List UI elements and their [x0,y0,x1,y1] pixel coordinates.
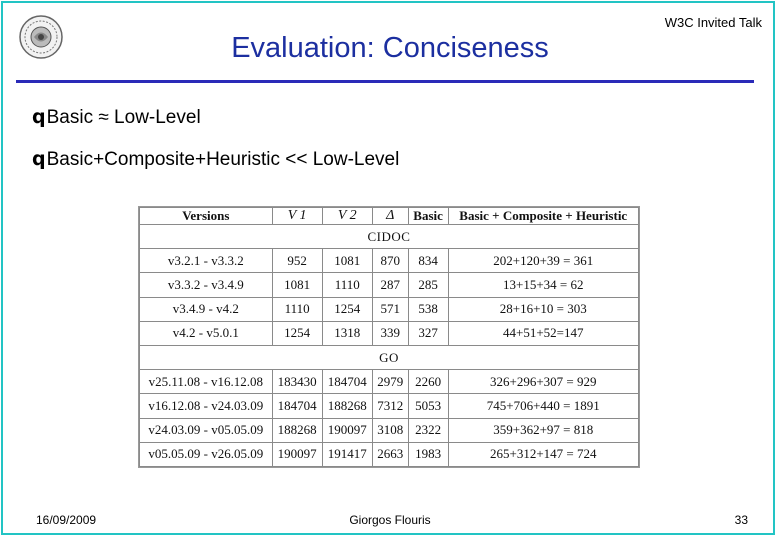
cell: 1318 [321,320,373,346]
cell: 1110 [271,296,323,322]
cell: 2322 [407,417,449,443]
table-row: v05.05.09 - v26.05.09 190097 191417 2663 198… [139,441,640,468]
cell: 571 [371,296,409,322]
results-table-image: Versions V 1 V 2 Δ Basic Basic + Composi… [138,206,640,468]
cell: 28+16+10 = 303 [447,296,640,322]
cell: 190097 [271,441,323,468]
cell: v24.03.09 - v05.05.09 [139,417,273,443]
cell: 191417 [321,441,373,468]
cell: 2663 [371,441,409,468]
cell: 7312 [371,393,409,419]
header-v1: V 1 [271,207,323,225]
cell: 2260 [407,369,449,395]
cell: 287 [371,272,409,298]
cell: 1081 [271,272,323,298]
cell: 184704 [271,393,323,419]
table-row: v4.2 - v5.0.1 1254 1318 339 327 44+51+52=147 [139,320,640,346]
section-label: CIDOC [139,223,639,250]
bullet-item: qBasic+Composite+Heuristic << Low-Level [32,148,399,171]
results-table: Versions V 1 V 2 Δ Basic Basic + Composi… [139,207,640,468]
cell: 326+296+307 = 929 [447,369,640,395]
cell: v4.2 - v5.0.1 [139,320,273,346]
bullet-marker-icon: q [32,148,46,170]
seal-logo-icon [18,14,64,60]
footer-date: 16/09/2009 [36,513,97,527]
cell: 952 [271,248,323,274]
header-versions: Versions [139,207,273,225]
cell: 44+51+52=147 [447,320,640,346]
cell: 188268 [271,417,323,443]
bullet-item: qBasic ≈ Low-Level [32,106,201,129]
cell: v16.12.08 - v24.03.09 [139,393,273,419]
cell: v3.3.2 - v3.4.9 [139,272,273,298]
cell: 870 [371,248,409,274]
cell: 359+362+97 = 818 [447,417,640,443]
cell: 1254 [271,320,323,346]
section-row: GO [139,344,639,371]
cell: 3108 [371,417,409,443]
cell: 188268 [321,393,373,419]
cell: 1983 [407,441,449,468]
cell: 538 [407,296,449,322]
table-header-row: Versions V 1 V 2 Δ Basic Basic + Composi… [139,207,640,225]
cell: 1081 [321,248,373,274]
slide-title: Evaluation: Conciseness [231,32,549,64]
bullet-marker-icon: q [32,106,46,128]
cell: 834 [407,248,449,274]
section-row: CIDOC [139,223,639,250]
cell: 184704 [321,369,373,395]
cell: 190097 [321,417,373,443]
cell: v05.05.09 - v26.05.09 [139,441,273,468]
header-delta: Δ [371,207,409,225]
cell: 339 [371,320,409,346]
cell: v3.4.9 - v4.2 [139,296,273,322]
cell: v3.2.1 - v3.3.2 [139,248,273,274]
table-row: v25.11.08 - v16.12.08 183430 184704 2979 226… [139,369,640,395]
table-row: v3.3.2 - v3.4.9 1081 1110 287 285 13+15+34 = … [139,272,640,298]
footer-author: Giorgos Flouris [349,513,431,527]
cell: 327 [407,320,449,346]
table-row: v16.12.08 - v24.03.09 184704 188268 7312 505… [139,393,640,419]
cell: 265+312+147 = 724 [447,441,640,468]
cell: v25.11.08 - v16.12.08 [139,369,273,395]
bullet-text: Basic ≈ Low-Level [46,107,201,128]
event-label: W3C Invited Talk [664,15,762,30]
cell: 202+120+39 = 361 [447,248,640,274]
header-basic: Basic [407,207,449,225]
section-label: GO [139,344,639,371]
cell: 5053 [407,393,449,419]
header-basic-composite-heuristic: Basic + Composite + Heuristic [447,207,640,225]
cell: 183430 [271,369,323,395]
cell: 13+15+34 = 62 [447,272,640,298]
title-divider [16,80,754,83]
bullet-text: Basic+Composite+Heuristic << Low-Level [46,149,400,170]
cell: 1254 [321,296,373,322]
table-row: v3.2.1 - v3.3.2 952 1081 870 834 202+120+39 =… [139,248,640,274]
table-row: v3.4.9 - v4.2 1110 1254 571 538 28+16+10 = 30… [139,296,640,322]
cell: 745+706+440 = 1891 [447,393,640,419]
cell: 285 [407,272,449,298]
cell: 1110 [321,272,373,298]
page-number: 33 [734,513,748,527]
cell: 2979 [371,369,409,395]
table-row: v24.03.09 - v05.05.09 188268 190097 3108 232… [139,417,640,443]
header-v2: V 2 [321,207,373,225]
